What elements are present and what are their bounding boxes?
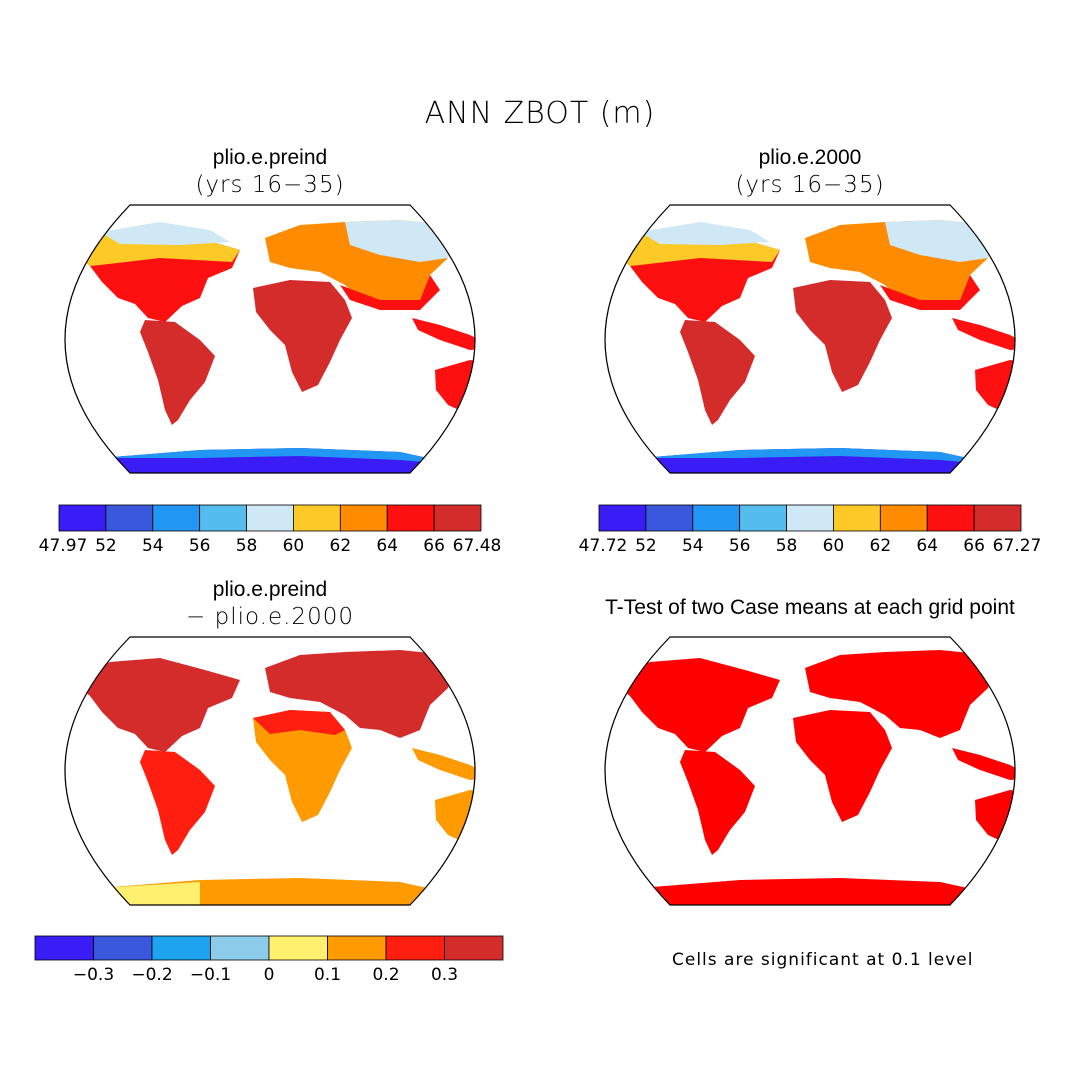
colorbar-tick-label: 67.48 xyxy=(453,536,502,556)
colorbar-tick-label: 47.72 xyxy=(579,536,628,556)
colorbar-swatch xyxy=(444,935,504,961)
colorbar-swatch xyxy=(385,935,445,961)
colorbar-swatch xyxy=(433,504,482,532)
colorbar-tick-label: 60 xyxy=(283,536,305,556)
colorbar-swatch xyxy=(786,504,834,532)
colorbar-swatch xyxy=(339,504,388,532)
colorbar-tick-label: 67.27 xyxy=(993,536,1042,556)
colorbar-swatch xyxy=(645,504,694,532)
colorbar-tick-label: −0.3 xyxy=(73,965,114,985)
colorbar-swatch xyxy=(598,504,647,532)
colorbar-swatch xyxy=(210,935,270,961)
colorbar-panel-1: 47.97 52 54 56 58 60 62 64 66 67.48 xyxy=(39,504,502,556)
map-panel-3 xyxy=(64,636,476,906)
panel-2-subtitle: (yrs 16−35) xyxy=(735,172,885,198)
colorbar-swatch xyxy=(327,935,387,961)
colorbar-swatch xyxy=(833,504,881,532)
colorbar-tick-label: 54 xyxy=(682,536,704,556)
panel-3-title: plio.e.preind xyxy=(212,578,328,601)
colorbar-tick-label: 64 xyxy=(376,536,398,556)
panel-1-subtitle: (yrs 16−35) xyxy=(195,172,345,198)
colorbar-tick-label: 66 xyxy=(423,536,445,556)
colorbar-swatch xyxy=(34,935,94,961)
colorbar-panel-2: 47.72 52 54 56 58 60 62 64 66 67.27 xyxy=(579,504,1042,556)
colorbar-tick-label: 64 xyxy=(916,536,938,556)
colorbar-swatch xyxy=(105,504,154,532)
colorbar-tick-label: 0.2 xyxy=(372,965,399,985)
colorbar-swatch xyxy=(293,504,341,532)
colorbar-tick-label: 62 xyxy=(870,536,892,556)
colorbar-tick-label: 0.3 xyxy=(431,965,458,985)
colorbar-tick-label: 56 xyxy=(729,536,751,556)
colorbar-tick-label: −0.2 xyxy=(131,965,172,985)
panel-3-subtitle: − plio.e.2000 xyxy=(186,604,354,630)
colorbar-swatch xyxy=(199,504,247,532)
colorbar-tick-label: 52 xyxy=(635,536,657,556)
colorbar-tick-label: 0.1 xyxy=(314,965,341,985)
panel-2-title: plio.e.2000 xyxy=(758,146,862,169)
colorbar-swatch xyxy=(692,504,741,532)
colorbar-swatch xyxy=(879,504,928,532)
map-panel-2 xyxy=(604,204,1016,474)
colorbar-tick-label: 54 xyxy=(142,536,164,556)
colorbar-swatch xyxy=(246,504,294,532)
colorbar-swatch xyxy=(58,504,107,532)
colorbar-tick-label: 60 xyxy=(823,536,845,556)
colorbar-panel-3: −0.3 −0.2 −0.1 0 0.1 0.2 0.3 xyxy=(34,935,504,985)
colorbar-tick-label: 62 xyxy=(330,536,352,556)
map-panel-1 xyxy=(64,204,476,474)
colorbar-tick-label: 58 xyxy=(236,536,258,556)
colorbar-tick-label: 47.97 xyxy=(39,536,88,556)
colorbar-tick-label: 66 xyxy=(963,536,985,556)
colorbar-tick-label: 58 xyxy=(776,536,798,556)
colorbar-tick-label: 52 xyxy=(95,536,117,556)
colorbar-tick-label: 0 xyxy=(264,965,275,985)
colorbar-swatch xyxy=(268,935,328,961)
panel-1-title: plio.e.preind xyxy=(212,146,328,169)
colorbar-swatch xyxy=(151,935,211,961)
colorbar-swatch xyxy=(739,504,787,532)
colorbar-tick-label: −0.1 xyxy=(190,965,231,985)
colorbar-tick-label: 56 xyxy=(189,536,211,556)
colorbar-swatch xyxy=(973,504,1022,532)
colorbar-swatch xyxy=(386,504,435,532)
colorbar-swatch xyxy=(152,504,201,532)
colorbar-swatch xyxy=(93,935,153,961)
panel-4-title: T-Test of two Case means at each grid po… xyxy=(605,596,1015,619)
map-panel-4 xyxy=(604,636,1016,906)
colorbar-swatch xyxy=(926,504,975,532)
significance-note: Cells are significant at 0.1 level xyxy=(672,950,974,970)
main-title: ANN ZBOT (m) xyxy=(424,96,656,131)
